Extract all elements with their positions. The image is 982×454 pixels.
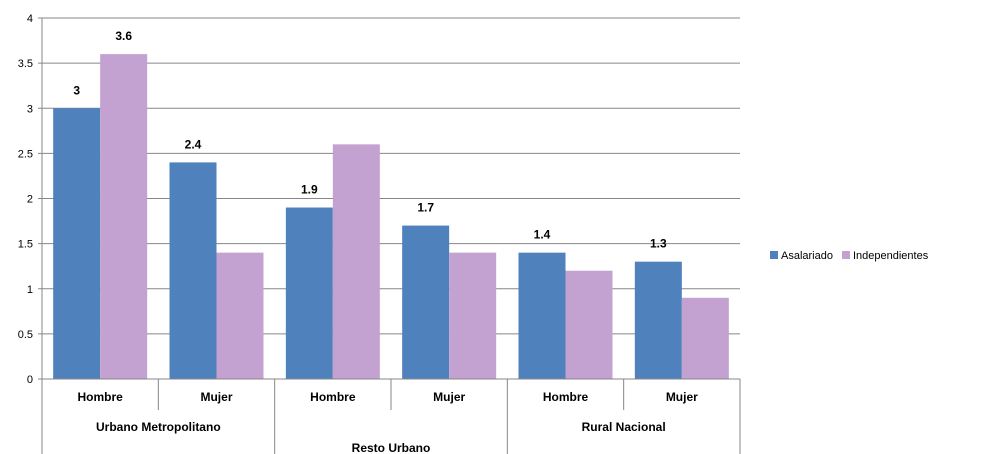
legend-label: Independientes xyxy=(853,250,929,262)
bar-independientes-5 xyxy=(681,297,729,379)
category-label: Mujer xyxy=(200,390,232,404)
bar-asalariado-1 xyxy=(169,162,217,379)
bars xyxy=(53,54,729,379)
bar-independientes-4 xyxy=(565,270,613,379)
data-label: 2.4 xyxy=(185,137,202,151)
axes: 0 0.5 1 1.5 2 2.5 3 3.5 4 xyxy=(18,13,741,454)
labels: 3 3.6 2.4 1.9 1.7 1.4 1.3 Hombre Mujer Hombre Muje… xyxy=(73,29,698,454)
group-label: Resto Urbano xyxy=(352,441,431,454)
group-label: Urbano Metropolitano xyxy=(96,420,221,434)
legend: Asalariado Independientes xyxy=(770,250,929,262)
category-label: Mujer xyxy=(666,390,698,404)
data-label: 1.4 xyxy=(534,228,551,242)
bar-asalariado-2 xyxy=(285,207,333,379)
legend-item-asalariado: Asalariado xyxy=(770,250,833,262)
category-label: Hombre xyxy=(543,390,589,404)
bar-independientes-0 xyxy=(100,54,148,379)
bar-independientes-2 xyxy=(332,144,380,379)
data-label: 3.6 xyxy=(115,29,132,43)
legend-swatch xyxy=(770,251,778,259)
bar-asalariado-3 xyxy=(402,225,450,379)
bar-independientes-3 xyxy=(449,252,497,379)
y-tick-label: 1 xyxy=(27,284,33,296)
bar-asalariado-4 xyxy=(518,252,566,379)
data-label: 3 xyxy=(73,83,80,97)
category-label: Hombre xyxy=(310,390,356,404)
bar-asalariado-0 xyxy=(53,108,101,379)
legend-item-independientes: Independientes xyxy=(841,250,929,262)
y-tick-label: 0 xyxy=(27,374,33,386)
y-tick-label: 2.5 xyxy=(18,148,33,160)
y-tick-label: 3.5 xyxy=(18,58,33,70)
category-label: Mujer xyxy=(433,390,465,404)
y-tick-label: 1.5 xyxy=(18,239,33,251)
bar-asalariado-5 xyxy=(634,261,682,379)
data-label: 1.7 xyxy=(417,201,434,215)
bar-independientes-1 xyxy=(216,252,264,379)
legend-label: Asalariado xyxy=(781,250,833,262)
y-tick-label: 3 xyxy=(27,103,33,115)
y-tick-label: 0.5 xyxy=(18,329,33,341)
y-tick-label: 4 xyxy=(27,13,33,25)
data-label: 1.9 xyxy=(301,183,318,197)
category-label: Hombre xyxy=(77,390,123,404)
gridlines xyxy=(42,17,740,335)
data-label: 1.3 xyxy=(650,237,667,251)
group-label: Rural Nacional xyxy=(582,420,666,434)
legend-swatch xyxy=(841,251,850,259)
y-tick-label: 2 xyxy=(27,194,33,206)
